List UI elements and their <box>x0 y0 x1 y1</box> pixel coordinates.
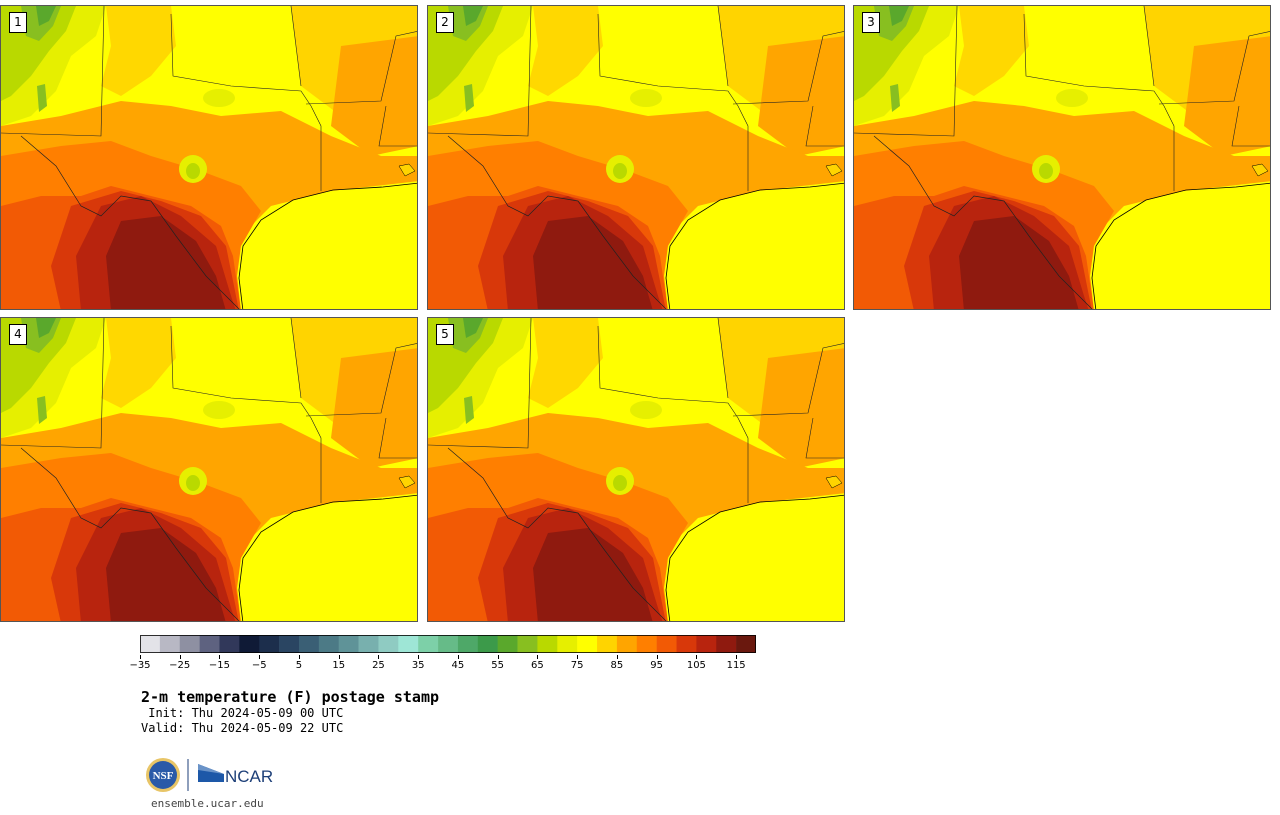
colorbar <box>140 635 756 653</box>
colorbar-tick-label: −35 <box>129 660 151 671</box>
colorbar-tick-label: −15 <box>208 660 231 671</box>
colorbar-swatch <box>517 635 538 653</box>
ncar-logo: NCAR <box>198 764 273 786</box>
colorbar-border <box>140 635 756 653</box>
colorbar-tick-mark <box>497 655 499 659</box>
colorbar-swatch <box>457 635 479 653</box>
panel-number-label: 5 <box>436 324 454 345</box>
temperature-map <box>428 6 844 309</box>
map-panel-5[interactable]: 5 <box>427 317 845 622</box>
colorbar-swatch <box>497 635 518 653</box>
logo-area: NSF NCAR <box>144 756 284 794</box>
colorbar-tick-label: 85 <box>610 660 624 671</box>
colorbar-tick-mark <box>298 655 300 659</box>
colorbar-swatch <box>736 635 756 653</box>
colorbar-tick-label: 95 <box>650 660 664 671</box>
colorbar-swatch <box>696 635 717 653</box>
colorbar-swatch <box>159 635 181 653</box>
colorbar-swatch <box>318 635 340 653</box>
colorbar-tick-mark <box>457 655 459 659</box>
colorbar-tick-mark <box>140 655 141 659</box>
colorbar-tick-mark <box>338 655 340 659</box>
colorbar-tick-mark <box>696 655 698 659</box>
colorbar-swatch <box>636 635 657 653</box>
temperature-map <box>854 6 1270 309</box>
temperature-map <box>1 6 417 309</box>
nsf-logo: NSF <box>146 758 180 792</box>
temperature-map <box>428 318 844 621</box>
colorbar-tick-label: −25 <box>169 660 191 671</box>
colorbar-swatch <box>398 635 419 653</box>
colorbar-swatch <box>597 635 618 653</box>
colorbar-tick-mark <box>736 655 738 659</box>
panel-number-label: 4 <box>9 324 27 345</box>
colorbar-tick-mark <box>577 655 579 659</box>
colorbar-swatch <box>716 635 737 653</box>
colorbar-swatch <box>338 635 359 653</box>
colorbar-tick-label: 25 <box>372 660 385 671</box>
colorbar-swatch <box>358 635 379 653</box>
colorbar-swatch <box>537 635 558 653</box>
colorbar-tick-label: 15 <box>332 660 346 671</box>
colorbar-swatch <box>656 635 677 653</box>
colorbar-tick-label: 105 <box>686 660 706 671</box>
colorbar-tick-label: 45 <box>451 660 465 671</box>
map-panel-2[interactable]: 2 <box>427 5 845 310</box>
colorbar-tick-mark <box>179 655 181 659</box>
colorbar-tick-label: 55 <box>491 660 505 671</box>
panel-number-label: 1 <box>9 12 27 33</box>
colorbar-swatch <box>219 635 240 653</box>
map-panel-4[interactable]: 4 <box>0 317 418 622</box>
colorbar-tick-mark <box>537 655 539 659</box>
colorbar-tick-mark <box>219 655 221 659</box>
colorbar-swatch <box>438 635 459 653</box>
nsf-ncar-logos: NSF NCAR <box>146 758 273 792</box>
panel-number-label: 2 <box>436 12 454 33</box>
map-panel-1[interactable]: 1 <box>0 5 418 310</box>
colorbar-tick-label: 35 <box>411 660 425 671</box>
colorbar-swatch <box>577 635 598 653</box>
colorbar-tick-label: 115 <box>726 660 746 671</box>
colorbar-swatch <box>418 635 439 653</box>
ncar-logo-text: NCAR <box>225 767 273 786</box>
colorbar-swatch <box>616 635 638 653</box>
colorbar-tick-label: −5 <box>251 660 267 671</box>
nsf-logo-text: NSF <box>153 770 174 782</box>
colorbar-tick-mark <box>378 655 380 659</box>
colorbar-swatch <box>179 635 200 653</box>
colorbar-swatch <box>239 635 260 653</box>
map-panel-3[interactable]: 3 <box>853 5 1271 310</box>
valid-time: Valid: Thu 2024-05-09 22 UTC <box>141 721 344 735</box>
site-url: ensemble.ucar.edu <box>151 797 264 810</box>
colorbar-swatch <box>298 635 320 653</box>
panel-number-label: 3 <box>862 12 880 33</box>
colorbar-swatch <box>199 635 220 653</box>
colorbar-swatch <box>140 635 161 653</box>
colorbar-tick-label: 75 <box>570 660 584 671</box>
colorbar-tick-mark <box>259 655 261 659</box>
colorbar-ticks: −35 −25 −15 −5 5 15 25 35 45 55 65 75 85 95 105 115 <box>129 655 756 675</box>
init-time: Init: Thu 2024-05-09 00 UTC <box>141 706 344 720</box>
colorbar-swatch <box>557 635 578 653</box>
colorbar-swatch <box>259 635 280 653</box>
colorbar-tick-label: 5 <box>295 660 303 671</box>
colorbar-swatch <box>477 635 498 653</box>
colorbar-tick-label: 65 <box>531 660 544 671</box>
chart-title: 2-m temperature (F) postage stamp <box>141 688 440 706</box>
temperature-map <box>1 318 417 621</box>
colorbar-swatch <box>676 635 697 653</box>
colorbar-tick-mark <box>616 655 618 659</box>
colorbar-swatch <box>279 635 300 653</box>
colorbar-swatch <box>378 635 399 653</box>
colorbar-tick-mark <box>656 655 658 659</box>
colorbar-tick-mark <box>418 655 420 659</box>
